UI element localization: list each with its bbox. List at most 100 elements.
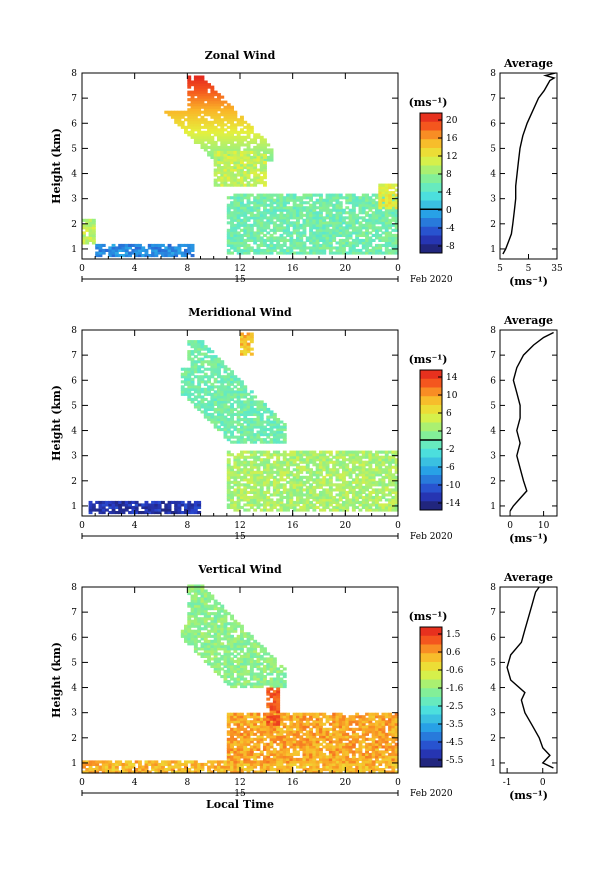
colorbar-tick-label: 16 <box>446 134 458 144</box>
x-tick-label: 16 <box>287 521 299 531</box>
heatmap-cell <box>263 403 267 406</box>
colorbar-segment <box>420 218 442 227</box>
panel-title: Meridional Wind <box>188 306 292 319</box>
colorbar-tick-label: -10 <box>446 481 461 491</box>
colorbar-segment <box>420 113 442 122</box>
heatmap-cell <box>233 111 237 114</box>
heatmap-cell <box>227 458 231 461</box>
y-tick-label: 6 <box>71 119 77 129</box>
heatmap-cell <box>329 451 333 454</box>
heatmap-cells <box>82 76 399 258</box>
colorbar-segment <box>420 122 442 131</box>
heatmap-cells <box>89 333 399 515</box>
x-tick-label: 16 <box>287 264 299 274</box>
x-tick-label: 12 <box>234 521 245 531</box>
y-tick-label: 2 <box>71 220 77 230</box>
colorbar-segment <box>420 209 442 218</box>
heatmap-cell <box>263 138 267 141</box>
heatmap-cell <box>253 395 257 398</box>
heatmap-cell <box>283 423 287 426</box>
x-tick-label: 0 <box>79 264 85 274</box>
colorbar-segment <box>420 493 442 502</box>
average-y-tick-label: 6 <box>490 119 496 129</box>
colorbar-tick-label: -14 <box>446 499 461 509</box>
average-x-tick-label: 0 <box>507 521 513 531</box>
colorbar-tick-label: -2 <box>446 445 455 455</box>
heatmap-cell <box>138 760 142 763</box>
y-tick-label: 3 <box>71 452 77 462</box>
colorbar-tick-label: 10 <box>446 391 458 401</box>
heatmap-cell <box>283 673 287 676</box>
average-unit: (ms⁻¹) <box>509 532 548 545</box>
colorbar-tick-label: 12 <box>446 152 457 162</box>
average-frame <box>500 73 557 259</box>
x-tick-label: 12 <box>234 264 245 274</box>
x-tick-label: 4 <box>132 521 138 531</box>
y-tick-label: 5 <box>71 144 77 154</box>
colorbar-segment <box>420 379 442 388</box>
heatmap-cell <box>283 667 287 670</box>
heatmap-cell <box>319 194 323 197</box>
heatmap-cell <box>283 433 287 436</box>
heatmap-cell <box>220 605 224 608</box>
colorbar-tick-label: -6 <box>446 463 455 473</box>
colorbar-unit: (ms⁻¹) <box>409 353 448 366</box>
average-unit: (ms⁻¹) <box>509 275 548 288</box>
average-y-tick-label: 2 <box>490 477 496 487</box>
heatmap-cell <box>266 143 270 146</box>
heatmap-cell <box>250 390 254 393</box>
heatmap-cell <box>210 595 214 598</box>
average-x-tick-label: 5 <box>526 264 532 274</box>
x-tick-label: 8 <box>184 521 190 531</box>
colorbar-tick-label: 8 <box>446 170 452 180</box>
y-tick-label: 8 <box>71 69 77 79</box>
colorbar-unit: (ms⁻¹) <box>409 96 448 109</box>
average-x-tick-label: 35 <box>551 264 563 274</box>
average-title: Average <box>503 57 553 70</box>
colorbar-tick-label: 4 <box>446 188 452 198</box>
average-y-tick-label: 5 <box>490 144 496 154</box>
average-y-tick-label: 7 <box>490 94 496 104</box>
colorbar-segment <box>420 236 442 245</box>
y-axis-label: Height (km) <box>50 128 63 204</box>
heatmap-cell <box>230 615 234 618</box>
colorbar-segment <box>420 370 442 379</box>
y-tick-label: 1 <box>71 502 77 512</box>
y-tick-label: 8 <box>71 326 77 336</box>
average-y-tick-label: 8 <box>490 326 496 336</box>
y-tick-label: 4 <box>71 427 77 437</box>
colorbar-segment <box>420 440 442 449</box>
date-label: 15 <box>234 532 246 542</box>
heatmap-cell <box>263 151 267 154</box>
heatmap-cell <box>210 86 214 89</box>
y-tick-label: 2 <box>71 477 77 487</box>
heatmap-cell <box>197 501 201 504</box>
colorbar-segment <box>420 192 442 201</box>
heatmap-cell <box>339 201 343 204</box>
average-frame <box>500 330 557 516</box>
x-tick-label: 0 <box>79 521 85 531</box>
average-y-tick-label: 3 <box>490 195 496 205</box>
heatmap-cell <box>263 181 267 184</box>
heatmap-cell <box>273 413 277 416</box>
heatmap-cell <box>220 360 224 363</box>
colorbar-tick-label: 0 <box>446 206 452 216</box>
heatmap-cell <box>240 380 244 383</box>
colorbar-segment <box>420 201 442 210</box>
average-y-tick-label: 7 <box>490 351 496 361</box>
colorbar-segment <box>420 423 442 432</box>
colorbar-segment <box>420 174 442 183</box>
heatmap-cell <box>263 161 267 164</box>
heatmap-cell <box>250 333 254 336</box>
x-tick-label: 4 <box>132 264 138 274</box>
y-tick-label: 4 <box>71 170 77 180</box>
colorbar-tick-label: -4 <box>446 224 455 234</box>
average-y-tick-label: 5 <box>490 401 496 411</box>
colorbar-segment <box>420 431 442 440</box>
heatmap-cell <box>283 680 287 683</box>
heatmap-cell <box>250 348 254 351</box>
heatmap-cell <box>201 340 205 343</box>
average-profile-line <box>510 333 553 512</box>
